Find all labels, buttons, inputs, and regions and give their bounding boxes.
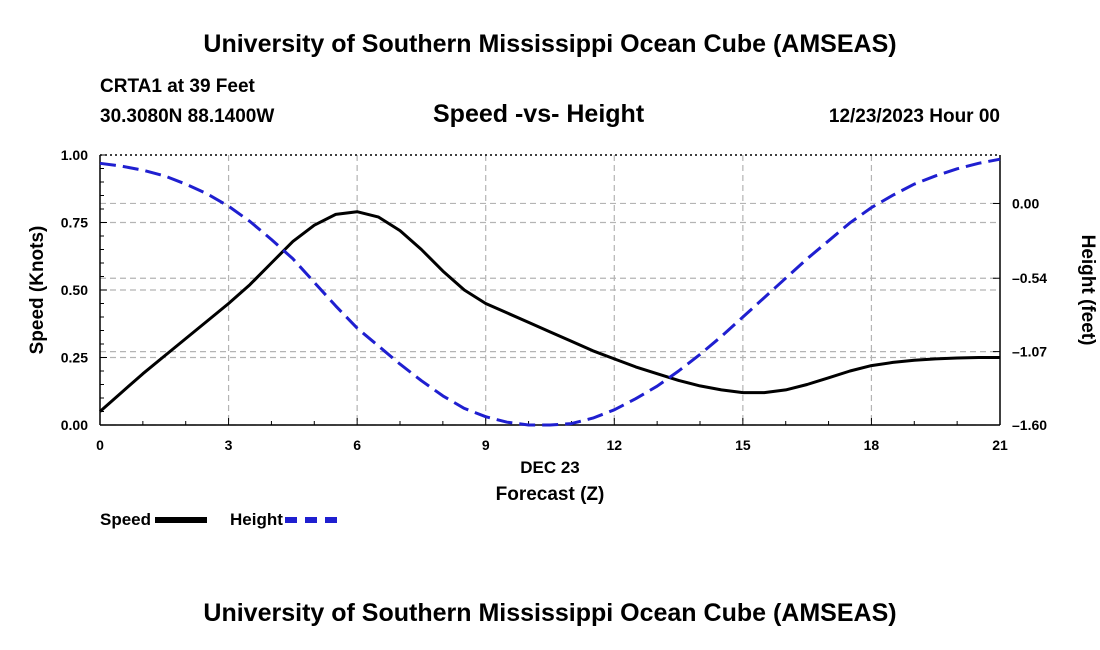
- station-coordinates: 30.3080N 88.1400W: [100, 106, 275, 127]
- x-tick-label: 6: [353, 437, 361, 453]
- legend-height-label: Height: [230, 510, 283, 529]
- y-left-tick-label: 0.25: [61, 350, 88, 366]
- x-tick-label: 3: [225, 437, 233, 453]
- legend-speed-swatch: [155, 517, 208, 523]
- y-left-tick-label: 0.00: [61, 417, 88, 433]
- y-left-axis-title: Speed (Knots): [27, 226, 48, 355]
- y-right-tick-label: –1.07: [1012, 344, 1047, 360]
- speed-series-line: [99, 210, 1000, 413]
- chart-date: 12/23/2023 Hour 00: [828, 106, 1000, 127]
- y-right-tick-label: 0.00: [1012, 195, 1039, 211]
- y-left-tick-label: 0.75: [61, 215, 88, 231]
- footer-title: University of Southern Mississippi Ocean…: [203, 599, 897, 627]
- x-axis-date-label: DEC 23: [520, 458, 580, 477]
- legend-height-swatch: [284, 517, 337, 523]
- x-tick-label: 9: [482, 437, 490, 453]
- station-name: CRTA1 at 39 Feet: [100, 76, 255, 97]
- y-left-tick-label: 1.00: [61, 147, 88, 163]
- x-tick-label: 0: [96, 437, 104, 453]
- x-tick-label: 18: [864, 437, 880, 453]
- legend-speed-label: Speed: [100, 510, 152, 529]
- x-tick-label: 21: [992, 437, 1008, 453]
- legend-height: Height: [230, 509, 337, 531]
- chart-title: Speed -vs- Height: [433, 100, 645, 128]
- legend-speed: Speed: [100, 509, 208, 531]
- x-tick-label: 15: [735, 437, 751, 453]
- y-right-tick-label: –0.54: [1012, 270, 1047, 286]
- main-title: University of Southern Mississippi Ocean…: [203, 30, 897, 58]
- y-right-axis-title: Height (feet): [1077, 235, 1098, 346]
- y-left-tick-label: 0.50: [61, 282, 88, 298]
- y-right-tick-label: –1.60: [1012, 417, 1047, 433]
- x-axis-title: Forecast (Z): [496, 484, 605, 505]
- height-series-line: [99, 157, 1001, 427]
- x-tick-label: 12: [606, 437, 622, 453]
